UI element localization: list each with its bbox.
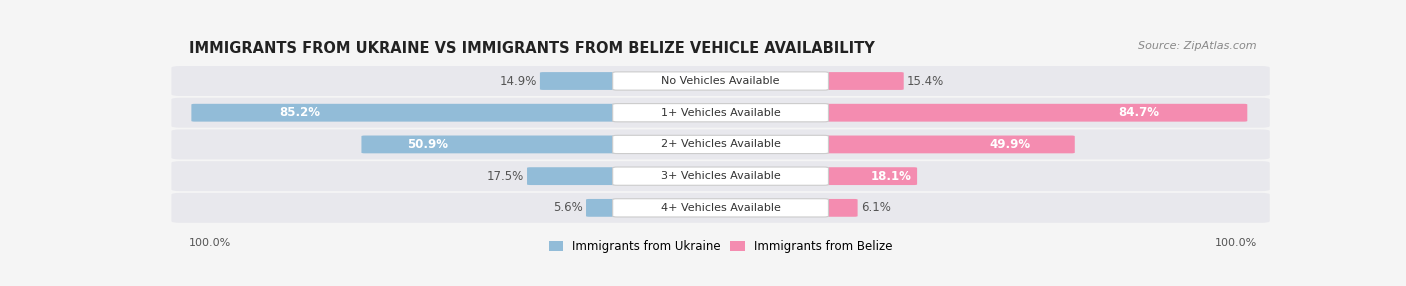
FancyBboxPatch shape	[821, 167, 917, 185]
FancyBboxPatch shape	[586, 199, 620, 217]
FancyBboxPatch shape	[172, 161, 1270, 191]
Text: 50.9%: 50.9%	[408, 138, 449, 151]
FancyBboxPatch shape	[821, 199, 858, 217]
Text: IMMIGRANTS FROM UKRAINE VS IMMIGRANTS FROM BELIZE VEHICLE AVAILABILITY: IMMIGRANTS FROM UKRAINE VS IMMIGRANTS FR…	[188, 41, 875, 56]
Text: 85.2%: 85.2%	[280, 106, 321, 119]
Text: 1+ Vehicles Available: 1+ Vehicles Available	[661, 108, 780, 118]
Text: 14.9%: 14.9%	[499, 75, 537, 88]
Text: 2+ Vehicles Available: 2+ Vehicles Available	[661, 140, 780, 149]
FancyBboxPatch shape	[172, 193, 1270, 223]
FancyBboxPatch shape	[527, 167, 620, 185]
FancyBboxPatch shape	[191, 104, 620, 122]
Text: 49.9%: 49.9%	[988, 138, 1031, 151]
Text: 5.6%: 5.6%	[553, 201, 582, 214]
Text: 4+ Vehicles Available: 4+ Vehicles Available	[661, 203, 780, 213]
Text: 15.4%: 15.4%	[907, 75, 945, 88]
FancyBboxPatch shape	[821, 104, 1247, 122]
FancyBboxPatch shape	[821, 136, 1074, 153]
FancyBboxPatch shape	[172, 130, 1270, 159]
FancyBboxPatch shape	[361, 136, 620, 153]
Legend: Immigrants from Ukraine, Immigrants from Belize: Immigrants from Ukraine, Immigrants from…	[544, 235, 897, 257]
Text: 84.7%: 84.7%	[1119, 106, 1160, 119]
Text: 100.0%: 100.0%	[1215, 238, 1257, 248]
FancyBboxPatch shape	[613, 199, 828, 217]
Text: 3+ Vehicles Available: 3+ Vehicles Available	[661, 171, 780, 181]
FancyBboxPatch shape	[613, 72, 828, 90]
Text: 17.5%: 17.5%	[486, 170, 524, 183]
Text: No Vehicles Available: No Vehicles Available	[661, 76, 780, 86]
Text: 18.1%: 18.1%	[870, 170, 912, 183]
FancyBboxPatch shape	[821, 72, 904, 90]
Text: Source: ZipAtlas.com: Source: ZipAtlas.com	[1137, 41, 1257, 51]
FancyBboxPatch shape	[613, 167, 828, 185]
Text: 6.1%: 6.1%	[860, 201, 891, 214]
FancyBboxPatch shape	[613, 135, 828, 154]
FancyBboxPatch shape	[540, 72, 620, 90]
FancyBboxPatch shape	[172, 66, 1270, 96]
FancyBboxPatch shape	[613, 104, 828, 122]
Text: 100.0%: 100.0%	[188, 238, 231, 248]
FancyBboxPatch shape	[172, 98, 1270, 128]
